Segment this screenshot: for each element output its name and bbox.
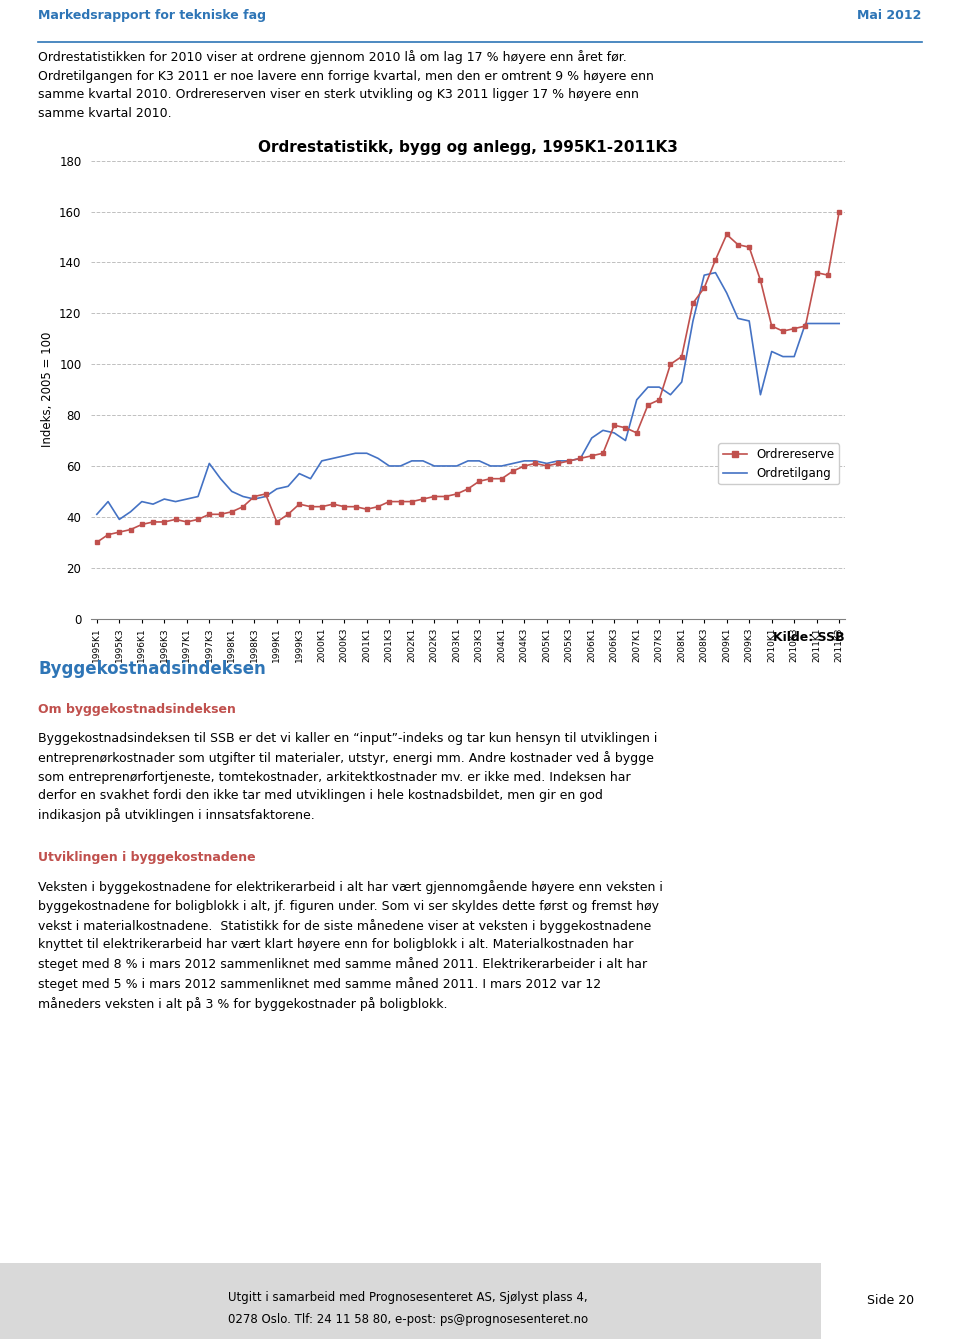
Text: Mai 2012: Mai 2012 [857, 9, 922, 21]
FancyBboxPatch shape [0, 1263, 821, 1339]
Text: Utgitt i samarbeid med Prognosesenteret AS, Sjølyst plass 4,: Utgitt i samarbeid med Prognosesenteret … [228, 1291, 588, 1304]
Ordrereserve [833, 204, 845, 220]
Ordrereserve [788, 320, 800, 336]
Text: Side 20: Side 20 [867, 1295, 915, 1307]
Text: 0278 Oslo. Tlf: 24 11 58 80, e-post: ps@prognosesenteret.no: 0278 Oslo. Tlf: 24 11 58 80, e-post: ps@… [228, 1314, 588, 1327]
Line: Ordrereserve: Ordrereserve [94, 209, 842, 545]
Y-axis label: Indeks, 2005 = 100: Indeks, 2005 = 100 [40, 332, 54, 447]
Text: Om byggekostnadsindeksen: Om byggekostnadsindeksen [38, 703, 236, 716]
Ordretilgang [192, 489, 204, 505]
Text: Veksten i byggekostnadene for elektrikerarbeid i alt har vært gjennomgående høye: Veksten i byggekostnadene for elektriker… [38, 880, 663, 1011]
Ordrereserve [91, 534, 103, 550]
Ordretilgang [833, 316, 845, 332]
Text: Kilde: SSB: Kilde: SSB [773, 631, 845, 644]
Ordretilgang [788, 348, 800, 364]
Ordretilgang [440, 458, 451, 474]
Text: Utviklingen i byggekostnadene: Utviklingen i byggekostnadene [38, 850, 256, 864]
Ordrereserve [428, 489, 440, 505]
Text: Byggekostnadsindeksen: Byggekostnadsindeksen [38, 660, 266, 678]
Ordretilgang [406, 453, 418, 469]
Text: Markedsrapport for tekniske fag: Markedsrapport for tekniske fag [38, 9, 266, 21]
Ordrereserve [204, 506, 215, 522]
Ordretilgang [664, 387, 676, 403]
Ordrereserve [260, 486, 272, 502]
Text: Ordrestatistikken for 2010 viser at ordrene gjennom 2010 lå om lag 17 % høyere e: Ordrestatistikken for 2010 viser at ordr… [38, 50, 655, 119]
Ordretilgang [91, 506, 103, 522]
Line: Ordretilgang: Ordretilgang [97, 273, 839, 520]
Ordretilgang [158, 491, 170, 507]
Ordretilgang [709, 265, 721, 281]
Title: Ordrestatistikk, bygg og anlegg, 1995K1-2011K3: Ordrestatistikk, bygg og anlegg, 1995K1-… [258, 141, 678, 155]
Ordrereserve [395, 494, 406, 510]
Text: Byggekostnadsindeksen til SSB er det vi kaller en “input”-indeks og tar kun hens: Byggekostnadsindeksen til SSB er det vi … [38, 732, 658, 822]
Ordretilgang [113, 511, 125, 528]
Ordrereserve [654, 392, 665, 408]
Legend: Ordrereserve, Ordretilgang: Ordrereserve, Ordretilgang [718, 443, 839, 485]
